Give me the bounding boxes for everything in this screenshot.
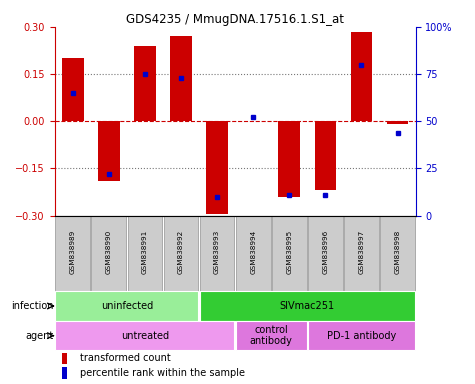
- Text: transformed count: transformed count: [80, 353, 171, 363]
- Bar: [308, 321, 415, 351]
- Bar: [200, 291, 415, 321]
- Bar: [236, 216, 270, 291]
- Bar: [206, 121, 228, 214]
- Bar: [236, 321, 306, 351]
- Text: GSM838990: GSM838990: [106, 230, 112, 274]
- Bar: [314, 121, 336, 190]
- Text: untreated: untreated: [121, 331, 169, 341]
- Text: GSM838998: GSM838998: [395, 230, 400, 274]
- Bar: [164, 216, 198, 291]
- Bar: [308, 216, 342, 291]
- Text: GSM838992: GSM838992: [178, 230, 184, 274]
- Bar: [62, 58, 84, 121]
- Text: GSM838991: GSM838991: [142, 230, 148, 274]
- Text: control
antibody: control antibody: [250, 325, 293, 346]
- Bar: [134, 46, 156, 121]
- Text: PD-1 antibody: PD-1 antibody: [327, 331, 396, 341]
- Title: GDS4235 / MmugDNA.17516.1.S1_at: GDS4235 / MmugDNA.17516.1.S1_at: [126, 13, 344, 26]
- Text: GSM838997: GSM838997: [359, 230, 364, 274]
- Text: GSM838994: GSM838994: [250, 230, 256, 274]
- Text: GSM838989: GSM838989: [70, 230, 76, 274]
- Text: agent: agent: [25, 331, 53, 341]
- Bar: [272, 216, 306, 291]
- Bar: [128, 216, 162, 291]
- Bar: [62, 353, 67, 364]
- Text: SIVmac251: SIVmac251: [280, 301, 335, 311]
- Bar: [351, 31, 372, 121]
- Bar: [98, 121, 120, 181]
- Bar: [387, 121, 408, 124]
- Bar: [56, 291, 198, 321]
- Text: GSM838993: GSM838993: [214, 230, 220, 274]
- Bar: [278, 121, 300, 197]
- Bar: [344, 216, 379, 291]
- Bar: [56, 216, 90, 291]
- Text: GSM838995: GSM838995: [286, 230, 292, 274]
- Text: uninfected: uninfected: [101, 301, 153, 311]
- Text: infection: infection: [10, 301, 53, 311]
- Text: percentile rank within the sample: percentile rank within the sample: [80, 368, 245, 378]
- Bar: [380, 216, 415, 291]
- Bar: [170, 36, 192, 121]
- Bar: [92, 216, 126, 291]
- Bar: [62, 367, 67, 379]
- Bar: [200, 216, 234, 291]
- Bar: [56, 321, 234, 351]
- Text: GSM838996: GSM838996: [323, 230, 328, 274]
